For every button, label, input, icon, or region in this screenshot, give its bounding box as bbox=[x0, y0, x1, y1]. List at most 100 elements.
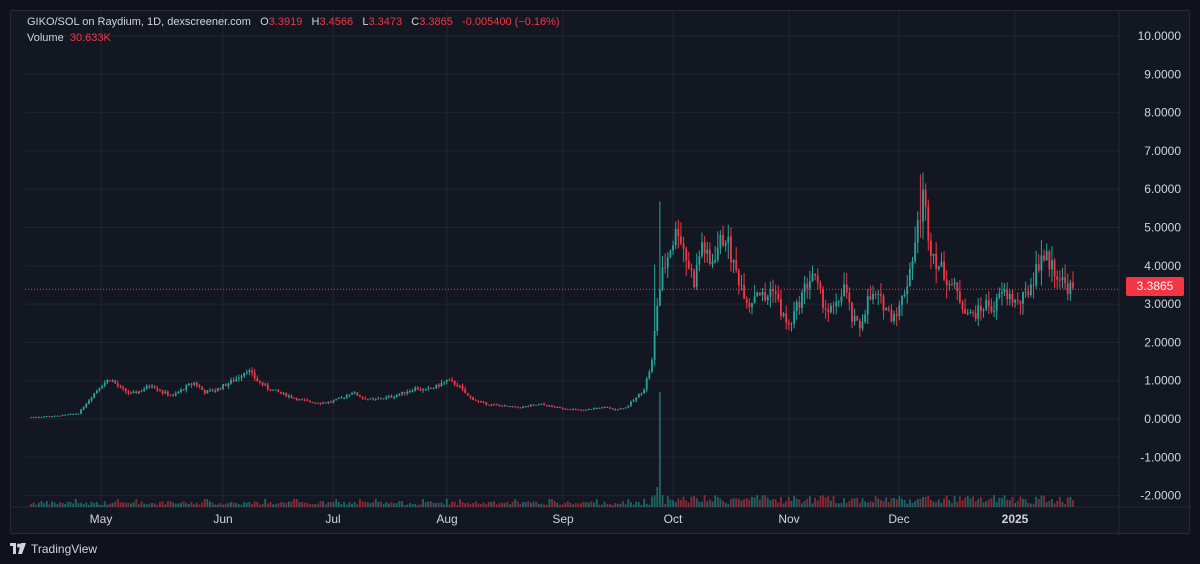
volume-bar bbox=[530, 502, 532, 507]
candle-body bbox=[1011, 293, 1014, 303]
candle-body bbox=[224, 384, 227, 386]
candle-body bbox=[782, 313, 785, 316]
candle-body bbox=[945, 279, 948, 286]
candle-body bbox=[498, 404, 501, 406]
volume-bar bbox=[66, 501, 69, 507]
volume-bar bbox=[580, 503, 582, 507]
volume-bar bbox=[598, 504, 601, 507]
open-value: 3.3919 bbox=[268, 16, 303, 28]
candle-body bbox=[419, 389, 422, 391]
volume-bar bbox=[816, 500, 819, 507]
volume-bar bbox=[411, 504, 414, 507]
candle-body bbox=[1029, 284, 1032, 296]
volume-bar bbox=[856, 497, 859, 507]
candle-body bbox=[440, 382, 443, 387]
candle-body bbox=[140, 391, 143, 393]
candle-body bbox=[490, 404, 493, 406]
volume-bar bbox=[687, 502, 690, 507]
candle-body bbox=[466, 393, 469, 396]
volume-bar bbox=[924, 497, 927, 507]
candle-body bbox=[277, 389, 280, 392]
footer-brand[interactable]: TradingView bbox=[10, 536, 97, 562]
volume-bar bbox=[443, 504, 446, 507]
candle-body bbox=[159, 389, 161, 392]
open-label: O bbox=[260, 16, 269, 28]
volume-bar bbox=[493, 501, 496, 507]
volume-bar bbox=[259, 504, 261, 507]
candle-body bbox=[708, 249, 711, 264]
volume-bar bbox=[403, 504, 406, 507]
volume-bar bbox=[719, 498, 722, 507]
candle-body bbox=[332, 400, 335, 403]
y-tick-label: 4.0000 bbox=[1144, 259, 1181, 273]
candle-body bbox=[482, 401, 485, 403]
volume-bar bbox=[406, 504, 409, 507]
candle-body bbox=[487, 404, 490, 406]
volume-bar bbox=[172, 502, 175, 507]
volume-bar bbox=[769, 500, 772, 507]
volume-bar bbox=[716, 496, 719, 507]
candle-body bbox=[272, 389, 275, 391]
volume-bar bbox=[522, 501, 524, 507]
volume-bar bbox=[287, 501, 290, 507]
candle-body bbox=[806, 283, 809, 289]
volume-bar bbox=[151, 502, 153, 507]
volume-bar bbox=[898, 496, 901, 507]
volume-bar bbox=[490, 502, 493, 507]
candle-body bbox=[1019, 300, 1022, 304]
candle-body bbox=[469, 395, 472, 398]
y-tick-label: 5.0000 bbox=[1144, 221, 1181, 235]
candle-body bbox=[385, 396, 388, 399]
volume-bar bbox=[693, 495, 696, 507]
candle-body bbox=[535, 404, 538, 406]
volume-bar bbox=[727, 503, 730, 507]
volume-bar bbox=[919, 498, 922, 507]
candle-body bbox=[561, 407, 564, 409]
volume-bar bbox=[974, 501, 977, 507]
volume-bar bbox=[1022, 498, 1024, 507]
candle-body bbox=[587, 409, 590, 411]
candle-body bbox=[927, 206, 930, 241]
volume-bar bbox=[30, 504, 32, 507]
candle-body bbox=[630, 401, 632, 406]
candle-body bbox=[209, 390, 211, 392]
volume-bar bbox=[358, 499, 361, 507]
candlestick-chart[interactable]: 10.0000 9.0000 8.0000 7.0000 6.0000 5.0000 4.0… bbox=[11, 11, 1191, 535]
candle-body bbox=[216, 388, 219, 391]
candle-body bbox=[480, 401, 482, 403]
volume-bar bbox=[80, 502, 82, 507]
candle-body bbox=[169, 395, 172, 397]
volume-bar bbox=[740, 500, 743, 507]
candle-body bbox=[798, 301, 801, 309]
candle-body bbox=[1043, 255, 1045, 261]
volume-bar bbox=[922, 497, 924, 507]
x-tick-label: Dec bbox=[888, 512, 909, 526]
volume-bar bbox=[1048, 500, 1051, 507]
volume-bar bbox=[243, 502, 246, 507]
volume-bar bbox=[569, 502, 572, 507]
volume-bar bbox=[61, 503, 64, 507]
candle-body bbox=[361, 397, 364, 399]
chart-panel[interactable]: 10.0000 9.0000 8.0000 7.0000 6.0000 5.0000 4.0… bbox=[10, 10, 1191, 535]
volume-bar bbox=[59, 502, 61, 507]
y-tick-label: 0.0000 bbox=[1144, 412, 1181, 426]
candle-body bbox=[648, 371, 651, 379]
volume-bar bbox=[748, 499, 751, 507]
candle-body bbox=[295, 398, 298, 401]
volume-bar bbox=[145, 504, 148, 507]
volume-bar bbox=[872, 502, 874, 507]
candle-body bbox=[45, 416, 48, 418]
volume-bar bbox=[877, 498, 880, 507]
candle-body bbox=[493, 404, 496, 406]
candle-body bbox=[253, 372, 256, 379]
volume-bar bbox=[537, 503, 540, 507]
volume-bar bbox=[369, 502, 372, 507]
volume-bar bbox=[382, 503, 385, 507]
last-price-badge: 3.3865 bbox=[1126, 277, 1184, 296]
candle-body bbox=[206, 390, 209, 394]
volume-bar bbox=[203, 499, 206, 507]
volume-bar bbox=[111, 502, 114, 507]
volume-bar bbox=[651, 496, 653, 507]
candle-body bbox=[161, 391, 164, 394]
candle-body bbox=[72, 413, 75, 415]
